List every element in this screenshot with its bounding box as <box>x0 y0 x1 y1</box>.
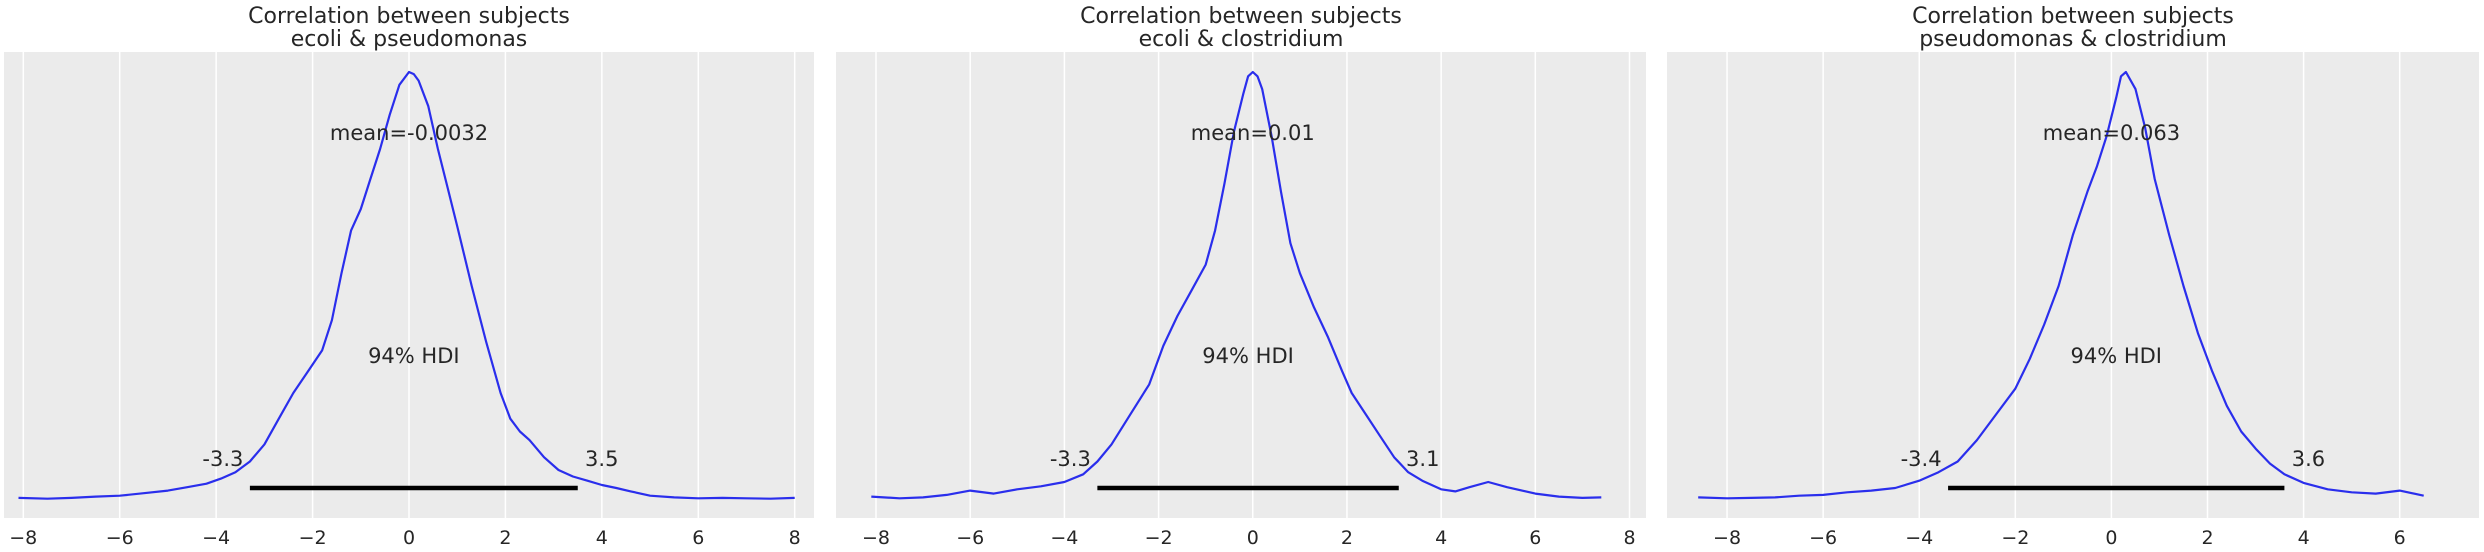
x-tick-label: 2 <box>499 527 511 549</box>
panel-ecoli-clostridium: −8 −6 −4 −2 0 2 4 6 8 Correlation between subject… <box>836 4 1646 549</box>
x-tick-label: −2 <box>1145 527 1173 549</box>
kde-density-line <box>18 70 795 500</box>
hdi-caption: 94% HDI <box>1202 344 1294 368</box>
panel-ecoli-pseudomonas: −8 −6 −4 −2 0 2 4 6 8 Correlation between subject… <box>4 4 814 549</box>
hdi-upper-label: 3.6 <box>2292 447 2325 471</box>
kde-density-line <box>871 70 1602 500</box>
x-tick-label: 6 <box>1529 527 1541 549</box>
x-tick-label: 2 <box>1341 527 1353 549</box>
x-tick-label: −2 <box>299 527 327 549</box>
x-tick-label: −4 <box>202 527 230 549</box>
mean-label: mean=-0.0032 <box>330 121 488 145</box>
x-tick-label: 6 <box>692 527 704 549</box>
x-tick-label: 4 <box>596 527 608 549</box>
panel-pseudomonas-clostridium: −8 −6 −4 −2 0 2 4 6 Correlation between subjects… <box>1667 4 2479 549</box>
x-tick-label: −4 <box>1905 527 1933 549</box>
x-tick-label: 0 <box>403 527 415 549</box>
x-tick-label: −8 <box>862 527 890 549</box>
x-tick-label: −4 <box>1050 527 1078 549</box>
hdi-upper-label: 3.5 <box>585 447 618 471</box>
chart-title-line-1: Correlation between subjects <box>1080 4 1402 29</box>
mean-label: mean=0.063 <box>2043 121 2180 145</box>
kde-density-line <box>1698 70 2424 500</box>
x-tick-label: −6 <box>106 527 134 549</box>
chart-title-line-2: ecoli & pseudomonas <box>291 27 528 52</box>
x-tick-label: 0 <box>2105 527 2117 549</box>
hdi-upper-label: 3.1 <box>1406 447 1439 471</box>
hdi-lower-label: -3.4 <box>1901 447 1942 471</box>
x-tick-label: −6 <box>1809 527 1837 549</box>
x-tick-label: 4 <box>1435 527 1447 549</box>
plot-background <box>1667 52 2479 518</box>
x-tick-label: 4 <box>2298 527 2310 549</box>
chart-title-line-2: ecoli & clostridium <box>1139 27 1344 52</box>
hdi-caption: 94% HDI <box>2070 344 2162 368</box>
mean-label: mean=0.01 <box>1191 121 1315 145</box>
plot-background <box>836 52 1646 518</box>
x-tick-label: −2 <box>2001 527 2029 549</box>
x-tick-label: 8 <box>789 527 801 549</box>
x-tick-label: 0 <box>1247 527 1259 549</box>
x-tick-label: −8 <box>9 527 37 549</box>
x-tick-label: 6 <box>2394 527 2406 549</box>
hdi-caption: 94% HDI <box>368 344 460 368</box>
chart-title-line-2: pseudomonas & clostridium <box>1919 27 2227 52</box>
hdi-lower-label: -3.3 <box>202 447 243 471</box>
chart-title-line-1: Correlation between subjects <box>1912 4 2234 29</box>
x-tick-label: −6 <box>956 527 984 549</box>
chart-title-line-1: Correlation between subjects <box>248 4 570 29</box>
hdi-lower-label: -3.3 <box>1050 447 1091 471</box>
x-tick-label: 8 <box>1623 527 1635 549</box>
x-tick-label: −8 <box>1713 527 1741 549</box>
x-tick-label: 2 <box>2201 527 2213 549</box>
